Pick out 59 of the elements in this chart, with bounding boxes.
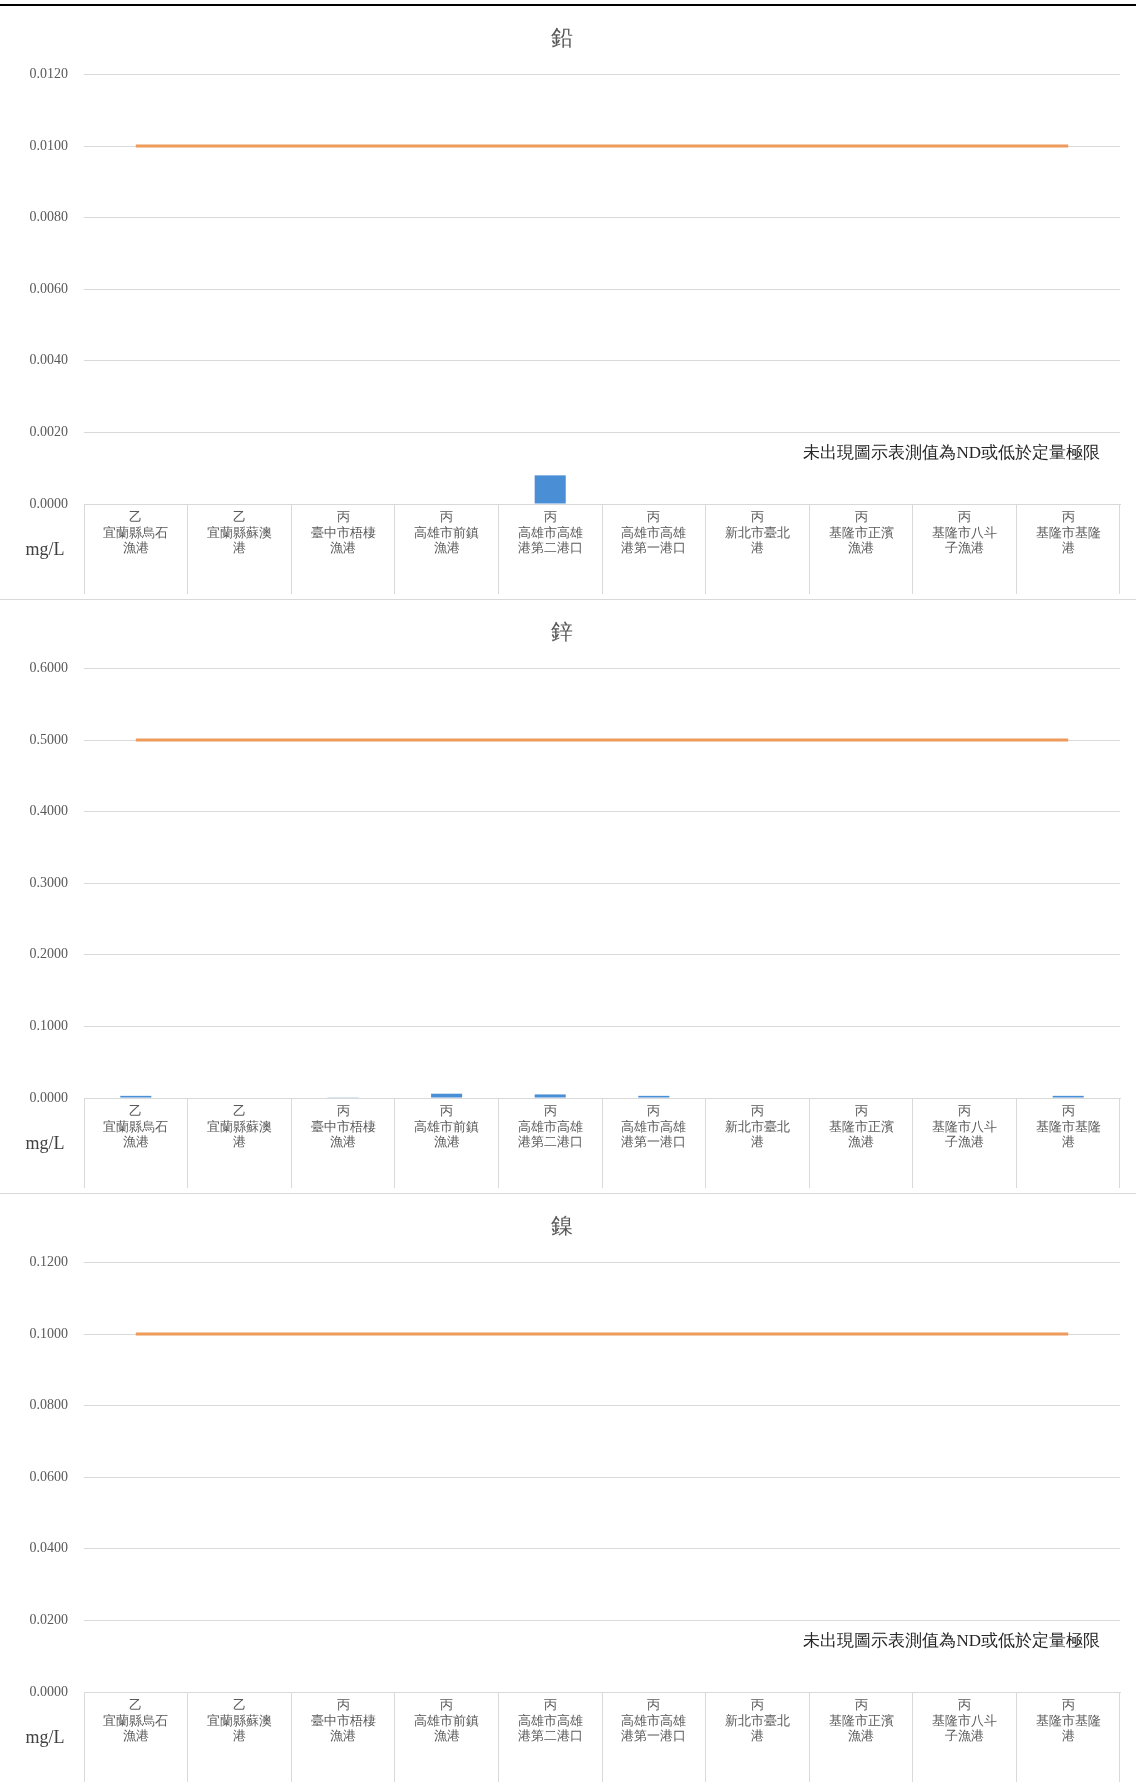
x-tick-label: 丙高雄市高雄港第一港口 xyxy=(621,1103,687,1150)
x-tick-label: 丙基隆市八斗子漁港 xyxy=(932,509,998,556)
x-tick-label: 乙宜蘭縣蘇澳港 xyxy=(206,1697,272,1744)
y-tick-label: 0.5000 xyxy=(29,731,68,747)
annotation: 未出現圖示表測值為ND或低於定量極限 xyxy=(803,443,1100,463)
x-tick-label: 丙基隆市基隆港 xyxy=(1035,1103,1101,1150)
chart-title: 鎳 xyxy=(551,1212,573,1238)
x-tick-label: 丙臺中市梧棲漁港 xyxy=(310,1103,376,1150)
x-tick-label: 丙基隆市正濱漁港 xyxy=(828,509,894,556)
x-tick-label: 丙臺中市梧棲漁港 xyxy=(310,509,376,556)
x-tick-label: 丙基隆市八斗子漁港 xyxy=(932,1697,998,1744)
y-tick-label: 0.0080 xyxy=(29,209,68,225)
y-tick-label: 0.0800 xyxy=(29,1397,68,1413)
y-tick-label: 0.3000 xyxy=(29,874,68,890)
x-tick-label: 乙宜蘭縣烏石漁港 xyxy=(103,1697,169,1744)
y-tick-label: 0.0000 xyxy=(29,1683,68,1699)
y-tick-label: 0.0600 xyxy=(29,1468,68,1484)
x-tick-label: 丙高雄市高雄港第二港口 xyxy=(517,1697,583,1744)
x-tick-label: 丙基隆市正濱漁港 xyxy=(828,1697,894,1744)
y-tick-label: 0.1000 xyxy=(29,1018,68,1034)
chart-title: 鋅 xyxy=(551,618,573,644)
x-tick-label: 丙基隆市八斗子漁港 xyxy=(932,1103,998,1150)
x-tick-label: 丙高雄市高雄港第一港口 xyxy=(621,1697,687,1744)
x-tick-label: 丙新北市臺北港 xyxy=(724,1697,790,1744)
x-tick-label: 丙高雄市高雄港第一港口 xyxy=(621,509,687,556)
y-axis-title: mg/L xyxy=(25,538,65,559)
x-tick-label: 丙高雄市高雄港第二港口 xyxy=(517,509,583,556)
x-tick-label: 丙基隆市基隆港 xyxy=(1035,1697,1101,1744)
y-axis-title: mg/L xyxy=(25,1132,65,1153)
x-tick-label: 丙新北市臺北港 xyxy=(724,1103,790,1150)
x-tick-label: 乙宜蘭縣蘇澳港 xyxy=(206,1103,272,1150)
y-tick-label: 0.0400 xyxy=(29,1540,68,1556)
chart-title: 鉛 xyxy=(551,24,573,50)
x-tick-label: 乙宜蘭縣烏石漁港 xyxy=(103,509,169,556)
x-tick-label: 丙臺中市梧棲漁港 xyxy=(310,1697,376,1744)
x-tick-label: 丙高雄市前鎮漁港 xyxy=(414,509,480,556)
x-tick-label: 丙高雄市前鎮漁港 xyxy=(414,1697,480,1744)
y-axis-title: mg/L xyxy=(25,1726,65,1747)
y-tick-label: 0.0000 xyxy=(29,495,68,511)
y-tick-label: 0.6000 xyxy=(29,660,68,676)
x-tick-label: 乙宜蘭縣烏石漁港 xyxy=(103,1103,169,1150)
x-tick-label: 丙基隆市基隆港 xyxy=(1035,509,1101,556)
y-tick-label: 0.1000 xyxy=(29,1325,68,1341)
x-tick-label: 丙新北市臺北港 xyxy=(724,509,790,556)
y-tick-label: 0.4000 xyxy=(29,803,68,819)
y-tick-label: 0.0100 xyxy=(29,137,68,153)
y-tick-label: 0.0000 xyxy=(29,1089,68,1105)
x-tick-label: 丙高雄市前鎮漁港 xyxy=(414,1103,480,1150)
y-tick-label: 0.0120 xyxy=(29,66,68,82)
y-tick-label: 0.0020 xyxy=(29,424,68,440)
annotation: 未出現圖示表測值為ND或低於定量極限 xyxy=(803,1631,1100,1651)
x-tick-label: 乙宜蘭縣蘇澳港 xyxy=(206,509,272,556)
x-tick-label: 丙基隆市正濱漁港 xyxy=(828,1103,894,1150)
y-tick-label: 0.2000 xyxy=(29,946,68,962)
y-tick-label: 0.0200 xyxy=(29,1612,68,1628)
y-tick-label: 0.0060 xyxy=(29,280,68,296)
y-tick-label: 0.1200 xyxy=(29,1254,68,1270)
x-tick-label: 丙高雄市高雄港第二港口 xyxy=(517,1103,583,1150)
y-tick-label: 0.0040 xyxy=(29,352,68,368)
